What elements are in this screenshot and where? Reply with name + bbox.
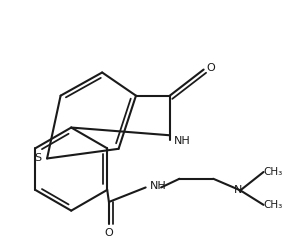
- Text: NH: NH: [174, 136, 191, 146]
- Text: CH₃: CH₃: [263, 200, 283, 210]
- Text: O: O: [206, 63, 215, 73]
- Text: S: S: [34, 153, 41, 163]
- Text: O: O: [104, 228, 113, 238]
- Text: CH₃: CH₃: [263, 167, 283, 177]
- Text: NH: NH: [150, 180, 167, 191]
- Text: N: N: [234, 185, 243, 195]
